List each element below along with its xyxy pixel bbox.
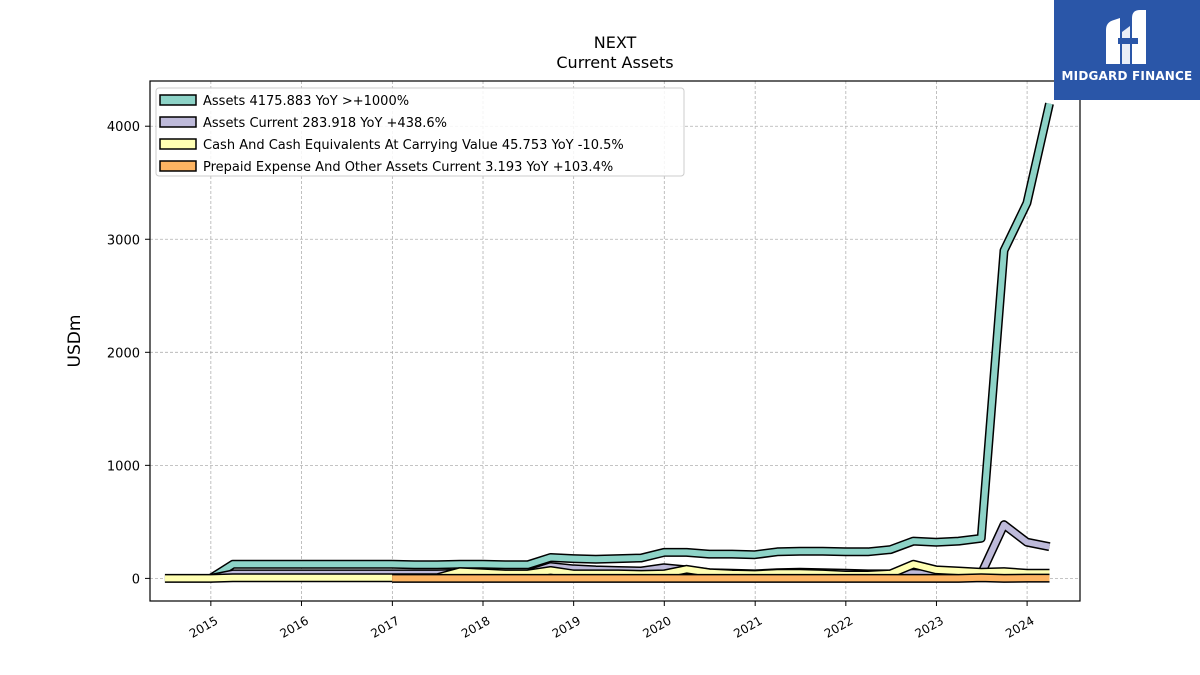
y-tick-label: 0 — [132, 572, 140, 587]
x-tick-label: 2015 — [187, 613, 220, 640]
series-0 — [208, 102, 1054, 583]
series-3 — [392, 573, 1050, 583]
y-tick-label: 1000 — [107, 459, 140, 474]
y-tick-label: 3000 — [107, 233, 140, 248]
x-tick-label: 2024 — [1003, 613, 1036, 640]
plot-area — [149, 80, 1081, 602]
chart-title: NEXT — [594, 33, 637, 52]
legend: Assets 4175.883 YoY >+1000% Assets Curren… — [155, 87, 685, 177]
legend-label: Assets Current 283.918 YoY +438.6% — [203, 116, 447, 131]
legend-box — [155, 87, 685, 177]
legend-label: Prepaid Expense And Other Assets Current… — [203, 160, 613, 175]
x-tick-label: 2016 — [278, 613, 311, 640]
series-line — [392, 574, 1050, 582]
chart-subtitle: Current Assets — [556, 53, 673, 72]
x-tick-label: 2019 — [550, 613, 583, 640]
y-tick-label: 4000 — [107, 120, 140, 135]
series-line — [208, 102, 1053, 581]
x-tick-label: 2022 — [822, 613, 855, 640]
y-tick-label: 2000 — [107, 346, 140, 361]
legend-swatch — [159, 116, 197, 128]
x-tick-label: 2023 — [913, 613, 946, 640]
y-axis-label: USDm — [65, 315, 85, 368]
x-tick-label: 2017 — [368, 613, 401, 640]
legend-label: Assets 4175.883 YoY >+1000% — [203, 94, 409, 109]
legend-swatch — [159, 138, 197, 150]
brand-name: MIDGARD FINANCE — [1061, 69, 1193, 83]
x-tick-label: 2018 — [459, 613, 492, 640]
legend-swatch — [159, 94, 197, 106]
legend-swatch — [159, 160, 197, 172]
x-tick-label: 2020 — [640, 613, 673, 640]
series-lines — [164, 102, 1054, 583]
brand-logo: MIDGARD FINANCE — [1054, 0, 1200, 100]
x-tick-label: 2021 — [731, 613, 764, 640]
legend-label: Cash And Cash Equivalents At Carrying Va… — [203, 138, 624, 153]
midgard-logo-icon — [1106, 10, 1146, 64]
